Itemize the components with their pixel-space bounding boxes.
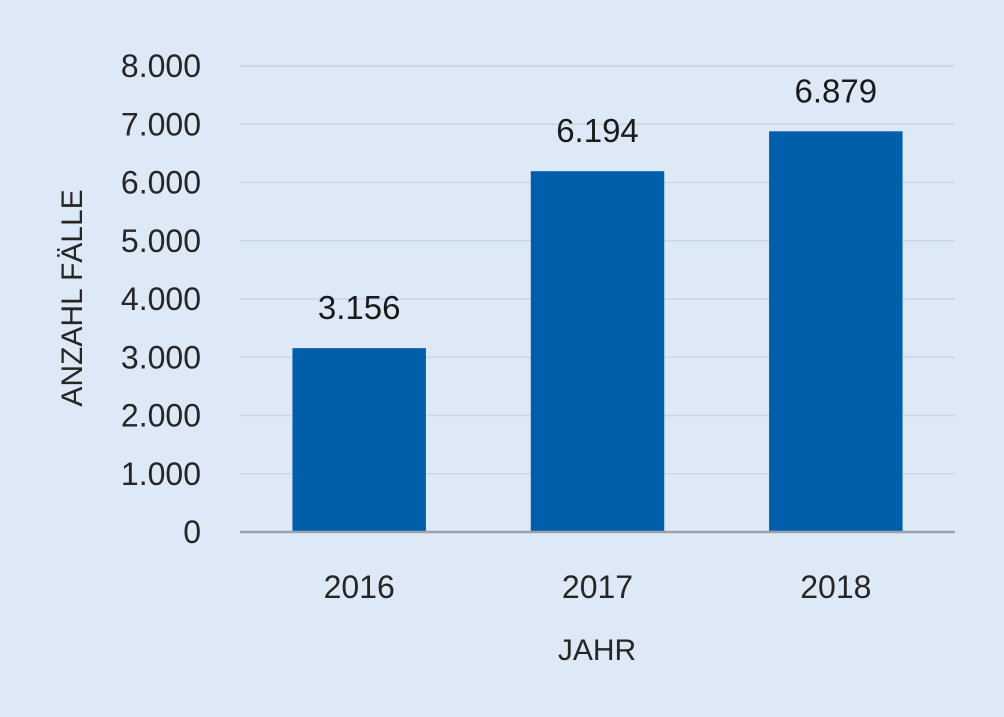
x-axis-ticks: 2016 2017 2018 — [324, 569, 872, 605]
y-tick-label: 7.000 — [121, 106, 201, 142]
y-tick-label: 8.000 — [121, 48, 201, 84]
data-label-2018: 6.879 — [795, 72, 878, 109]
y-tick-label: 3.000 — [121, 339, 201, 375]
y-tick-label: 4.000 — [121, 281, 201, 317]
y-axis-ticks: 0 1.000 2.000 3.000 4.000 5.000 6.000 7.000 8.00… — [121, 48, 201, 550]
x-tick-label: 2018 — [800, 569, 871, 605]
data-labels: 3.156 6.194 6.879 — [318, 72, 877, 326]
x-axis-title: JAHR — [558, 634, 636, 667]
bars — [292, 131, 903, 532]
y-tick-label: 6.000 — [121, 165, 201, 201]
y-tick-label: 1.000 — [121, 456, 201, 492]
y-tick-label: 2.000 — [121, 398, 201, 434]
data-label-2016: 3.156 — [318, 289, 401, 326]
bar-2016 — [292, 348, 426, 532]
data-label-2017: 6.194 — [556, 112, 639, 149]
bar-2018 — [769, 131, 903, 532]
x-tick-label: 2017 — [562, 569, 633, 605]
y-tick-label: 0 — [183, 514, 201, 550]
y-axis-title: ANZAHL FÄLLE — [56, 189, 89, 406]
x-tick-label: 2016 — [324, 569, 395, 605]
bar-2017 — [530, 171, 665, 532]
y-tick-label: 5.000 — [121, 223, 201, 259]
